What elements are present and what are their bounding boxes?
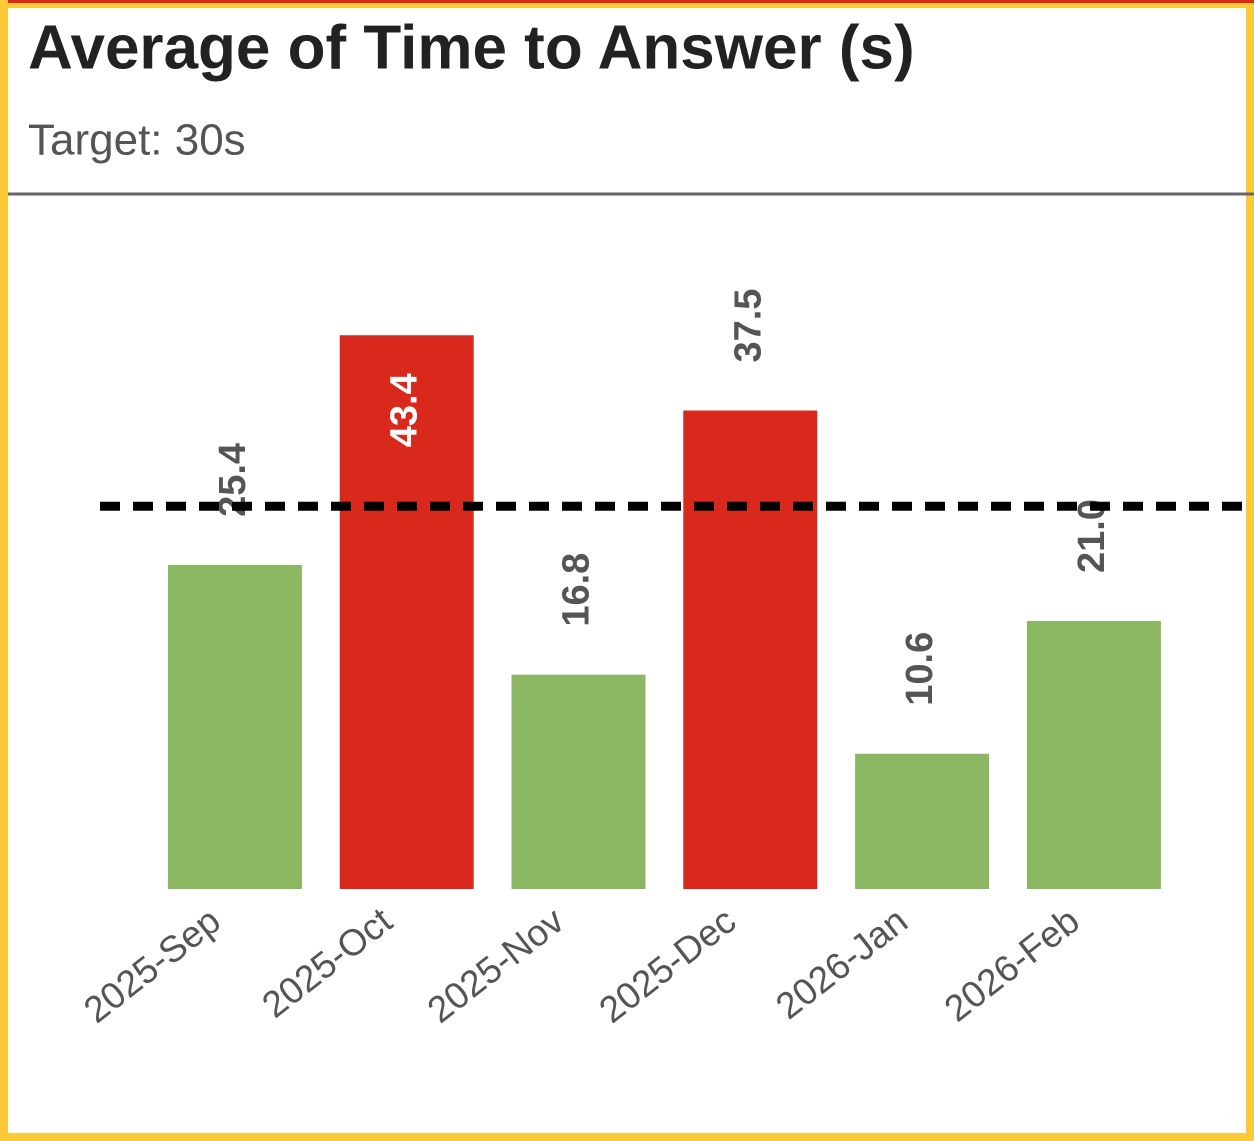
bar bbox=[1026, 621, 1161, 889]
chart-subtitle: Target: 30s bbox=[28, 116, 246, 165]
chart-title: Average of Time to Answer (s) bbox=[28, 13, 915, 82]
value-label: 16.8 bbox=[556, 553, 598, 627]
value-label: 37.5 bbox=[727, 289, 769, 363]
bar bbox=[683, 410, 818, 889]
bar bbox=[167, 564, 302, 889]
value-label: 43.4 bbox=[384, 373, 426, 447]
value-label: 21.0 bbox=[1071, 499, 1113, 573]
bar bbox=[511, 674, 646, 889]
top-accent bbox=[8, 0, 1254, 3]
bar bbox=[855, 753, 990, 889]
bar bbox=[339, 335, 474, 889]
value-label: 10.6 bbox=[899, 632, 941, 706]
